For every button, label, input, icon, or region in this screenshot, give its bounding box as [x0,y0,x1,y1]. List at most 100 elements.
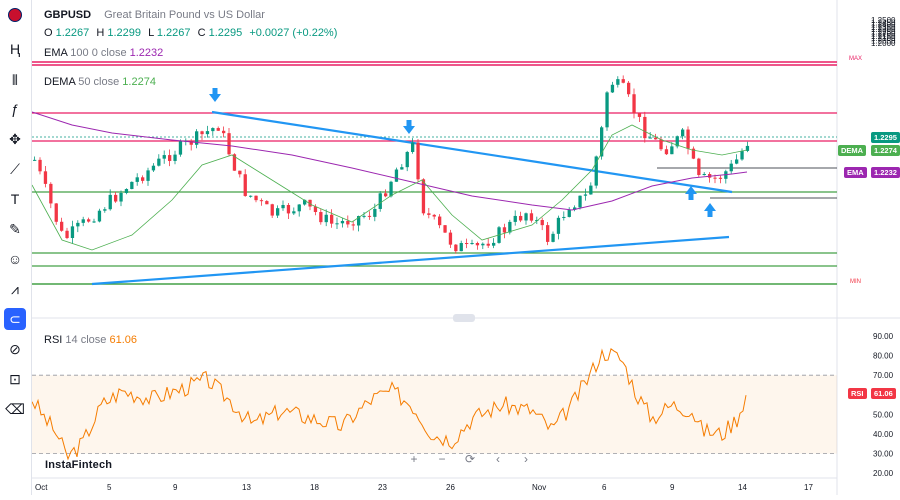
scroll-left-button[interactable]: ‹ [496,452,500,466]
open-value: 1.2267 [55,27,90,39]
time-tick-label: 23 [378,483,387,492]
candle-body [513,215,517,222]
drawing-toolbar: Ⱨ ⫴ ƒ ✥ ⟋ T ✎ ☺ ⩘ ⊂ ⊘ ⊡ ⌫ [0,0,32,495]
scroll-right-button[interactable]: › [524,452,528,466]
candle-body [114,194,118,202]
lock-icon[interactable]: ⊡ [9,370,21,387]
candle-body [335,223,339,225]
brush-icon[interactable]: ⟋ [10,160,20,177]
candle-body [232,154,237,171]
candle-body [49,183,53,204]
dema-tag: 1.2274 [871,145,900,156]
h-line-icon[interactable]: Ⱨ [9,41,21,57]
candle-body [141,177,145,181]
crosshair-icon[interactable]: ✥ [9,130,21,147]
ema-legend[interactable]: EMA 100 0 close 1.2232 [44,47,163,59]
candle-body [76,222,80,227]
candle-body [216,128,220,131]
time-tick-label: 14 [738,483,747,492]
candle-body [729,163,733,172]
candle-body [556,217,561,234]
zoom-in-button[interactable]: + [410,452,418,466]
rsi-legend[interactable]: RSI 14 close 61.06 [44,334,137,346]
candle-body [529,213,534,221]
candle-body [308,199,312,207]
candle-body [265,201,269,205]
candle-body [718,177,723,179]
candle-body [465,243,469,245]
candle-body [70,226,75,239]
candle-body [227,133,231,155]
rsi-value: 61.06 [109,334,137,346]
candle-body [60,221,64,231]
signal-arrow-icon [209,94,221,102]
price-tag: 1.2295 [871,132,900,143]
emoji-icon[interactable]: ☺ [7,251,23,267]
candle-body [551,233,555,242]
price-tick-label: 1.2200 [871,30,896,39]
dema-legend[interactable]: DEMA 50 close 1.2274 [44,76,156,88]
candle-body [540,219,544,226]
candle-body [384,193,388,197]
candle-body [146,170,150,181]
candle-body [616,79,620,85]
eye-off-icon[interactable]: ⊘ [9,340,21,357]
candle-body [502,227,507,233]
candles-icon[interactable]: ⫴ [12,71,18,88]
candle-body [168,155,172,161]
open-label: O [44,27,53,39]
zoom-out-button[interactable]: − [438,452,446,466]
candle-body [562,216,566,218]
candle-body [427,213,431,215]
signal-arrow-icon [403,126,415,134]
text-icon[interactable]: T [10,191,20,207]
candle-body [621,79,625,83]
rsi-band [32,375,837,454]
signal-arrow-icon [704,203,716,211]
downtrend-line [211,110,733,194]
candle-body [481,243,485,246]
candle-body [654,137,658,140]
fx-icon[interactable]: ƒ [11,101,19,117]
pencil-icon[interactable]: ✎ [9,220,21,237]
candle-body [713,177,717,179]
rsi-tick-label: 70.00 [873,371,894,380]
flag-icon[interactable] [8,8,22,22]
price-tick-label: 1.2450 [871,18,896,27]
symbol-legend: GBPUSD Great Britain Pound vs US Dollar [44,9,265,21]
candle-body [589,185,593,195]
ema-line [31,111,748,211]
candle-body [454,244,458,252]
candle-body [303,199,307,205]
candle-body [281,204,285,209]
candle-body [594,156,598,186]
candle-body [351,224,355,226]
measure-icon[interactable]: ⩘ [11,280,19,297]
candle-body [702,174,706,176]
price-tick-label: 1.2350 [871,23,896,32]
rsi-line [31,348,747,461]
reset-button[interactable]: ⟳ [464,452,476,466]
candle-body [670,146,674,155]
candle-body [578,195,582,208]
dema-tag-label: DEMA [838,145,867,156]
rsi-params: 14 close [65,334,107,346]
candle-body [222,130,226,134]
trash-icon[interactable]: ⌫ [5,400,25,417]
candle-body [664,149,669,155]
brand-logo: InstaFintech [45,459,113,471]
candle-body [546,225,550,242]
candle-body [103,209,107,211]
candle-body [254,195,258,201]
candle-body [200,131,204,135]
candle-body [270,204,274,216]
low-value: 1.2267 [156,27,191,39]
dema-label: DEMA [44,76,76,88]
candle-body [373,208,377,217]
high-label: H [96,27,105,39]
candle-body [697,158,701,175]
candle-body [243,174,247,196]
candle-body [632,94,636,114]
magnet-icon[interactable]: ⊂ [4,308,26,330]
chart-area[interactable]: 1.2500 1.2450 1.2400 1.2350 1.2300 1.2250 1.22… [31,0,900,495]
